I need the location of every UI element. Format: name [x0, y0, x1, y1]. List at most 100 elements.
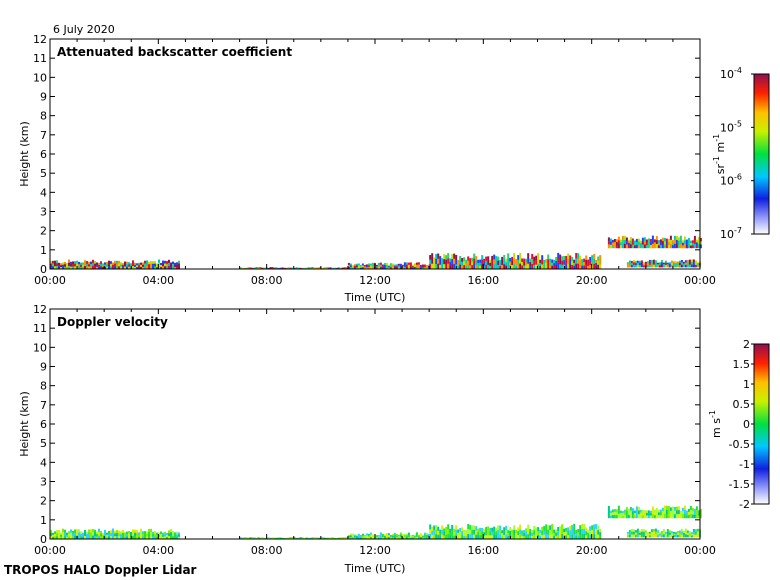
- data-cell: [68, 533, 70, 537]
- x-tick-label: 00:00: [684, 274, 716, 287]
- data-cell: [291, 267, 294, 269]
- data-cell: [379, 532, 382, 535]
- data-cell: [547, 529, 550, 535]
- data-cell: [399, 532, 402, 535]
- y-axis-label: Height (km): [18, 121, 31, 187]
- data-cell: [642, 531, 645, 535]
- plot-frame: [49, 38, 701, 270]
- data-cell: [263, 267, 266, 269]
- data-cell: [160, 265, 162, 268]
- data-cell: [626, 532, 629, 534]
- data-cell: [351, 535, 354, 538]
- data-cell: [654, 260, 657, 263]
- data-cell: [475, 530, 478, 536]
- data-cell: [653, 239, 656, 243]
- data-cell: [381, 266, 384, 268]
- data-cell: [108, 533, 110, 537]
- data-cell: [654, 528, 657, 532]
- data-cell: [533, 264, 536, 270]
- data-cell: [654, 262, 657, 266]
- data-cell: [62, 266, 64, 270]
- data-cell: [475, 534, 478, 540]
- data-cell: [623, 512, 626, 516]
- data-cell: [68, 259, 70, 263]
- data-cell: [633, 515, 636, 519]
- data-cell: [625, 507, 628, 511]
- data-cell: [561, 260, 564, 266]
- data-cell: [419, 537, 422, 540]
- data-cell: [447, 529, 450, 535]
- data-cell: [471, 529, 474, 535]
- data-cell: [146, 263, 148, 267]
- data-cell: [613, 515, 616, 519]
- data-cell: [527, 529, 530, 535]
- data-cell: [545, 534, 548, 540]
- data-cell: [676, 265, 679, 268]
- data-cell: [475, 256, 478, 261]
- data-cell: [693, 239, 696, 245]
- data-cell: [172, 533, 174, 537]
- data-cell: [589, 261, 592, 266]
- data-cell: [551, 524, 554, 530]
- data-cell: [433, 265, 436, 270]
- colorbar-unit-label: sr-1 m-1: [712, 134, 727, 174]
- data-cell: [357, 535, 360, 538]
- data-cell: [365, 535, 368, 538]
- data-cell: [449, 535, 452, 540]
- data-cell: [445, 264, 448, 270]
- data-cell: [64, 532, 66, 537]
- data-cell: [112, 535, 114, 540]
- y-tick-label: 10: [33, 71, 47, 84]
- data-cell: [633, 245, 636, 249]
- data-cell: [267, 537, 270, 539]
- data-cell: [607, 237, 610, 242]
- data-cell: [694, 264, 697, 268]
- data-cell: [108, 260, 110, 264]
- data-cell: [497, 529, 500, 535]
- data-cell: [651, 510, 654, 515]
- data-cell: [505, 525, 508, 531]
- data-cell: [82, 266, 84, 270]
- data-cell: [58, 264, 60, 268]
- data-cell: [699, 241, 702, 245]
- data-cell: [439, 256, 442, 261]
- data-cell: [164, 266, 166, 270]
- data-cell: [613, 239, 616, 243]
- data-cell: [60, 263, 62, 266]
- data-cell: [353, 537, 356, 540]
- data-cell: [120, 533, 122, 537]
- data-cell: [661, 237, 664, 242]
- data-cell: [577, 529, 580, 533]
- data-cell: [152, 261, 154, 265]
- data-cell: [453, 258, 456, 265]
- data-cell: [76, 532, 78, 536]
- data-cell: [122, 267, 124, 270]
- data-cell: [675, 506, 678, 511]
- data-cell: [649, 513, 652, 516]
- data-cell: [349, 535, 352, 538]
- data-cell: [551, 259, 554, 263]
- data-cell: [541, 264, 544, 270]
- data-cell: [433, 534, 436, 540]
- data-cell: [455, 255, 458, 260]
- data-cell: [393, 536, 396, 540]
- data-cell: [164, 263, 166, 267]
- data-cell: [537, 253, 540, 259]
- data-cell: [116, 263, 118, 267]
- data-cell: [667, 242, 670, 246]
- data-cell: [686, 264, 689, 268]
- data-cell: [549, 525, 552, 531]
- data-cell: [679, 239, 682, 245]
- data-cell: [417, 266, 420, 270]
- data-cell: [505, 530, 508, 535]
- data-cell: [531, 532, 534, 537]
- data-cell: [425, 532, 428, 536]
- colorbar-tick-label: 10-6: [720, 173, 742, 188]
- data-cell: [646, 532, 649, 535]
- data-cell: [635, 241, 638, 246]
- data-cell: [557, 258, 560, 264]
- x-tick-label: 00:00: [684, 544, 716, 557]
- data-cell: [638, 260, 641, 264]
- data-cell: [174, 266, 176, 270]
- data-cell: [325, 537, 328, 539]
